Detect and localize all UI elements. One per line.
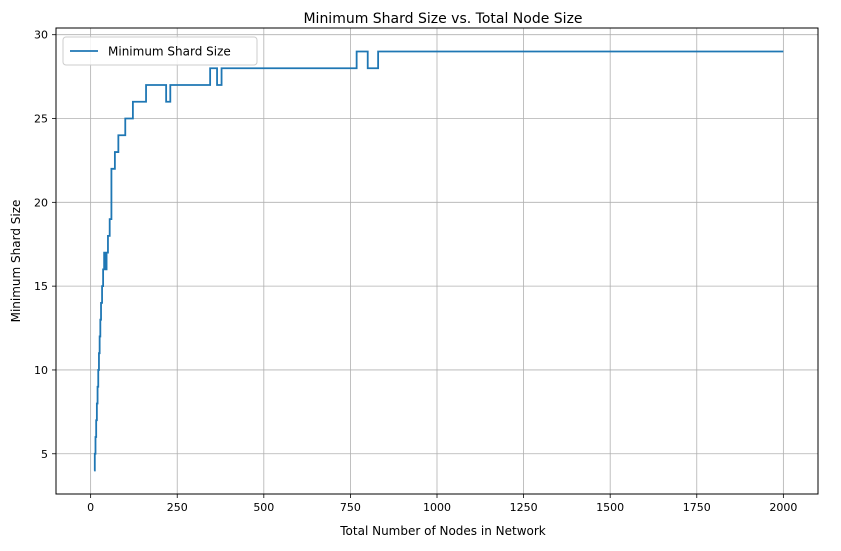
- x-tick-label: 2000: [769, 501, 797, 514]
- x-tick-label: 0: [87, 501, 94, 514]
- grid: [56, 28, 818, 494]
- y-tick-label: 15: [34, 280, 48, 293]
- x-tick-label: 1750: [683, 501, 711, 514]
- x-tick-label: 1500: [596, 501, 624, 514]
- y-tick-label: 25: [34, 113, 48, 126]
- x-tick-label: 250: [167, 501, 188, 514]
- x-axis-label: Total Number of Nodes in Network: [339, 524, 546, 538]
- x-tick-label: 1000: [423, 501, 451, 514]
- x-tick-label: 750: [340, 501, 361, 514]
- series-line-0: [93, 50, 784, 472]
- x-axis: 0 250 500 750 1000 1250 1500 1750 2000: [87, 494, 797, 514]
- chart-title: Minimum Shard Size vs. Total Node Size: [303, 11, 582, 27]
- y-tick-label: 20: [34, 196, 48, 209]
- series-layer: [93, 50, 784, 472]
- legend: Minimum Shard Size: [62, 36, 258, 66]
- legend-box: [62, 36, 258, 66]
- legend-label: Minimum Shard Size: [108, 45, 231, 59]
- y-axis: 5 10 15 20 25 30: [34, 29, 56, 461]
- y-tick-label: 30: [34, 29, 48, 42]
- x-tick-label: 500: [253, 501, 274, 514]
- y-tick-label: 5: [41, 448, 48, 461]
- x-tick-label: 1250: [510, 501, 538, 514]
- y-tick-label: 10: [34, 364, 48, 377]
- y-axis-label: Minimum Shard Size: [9, 200, 23, 323]
